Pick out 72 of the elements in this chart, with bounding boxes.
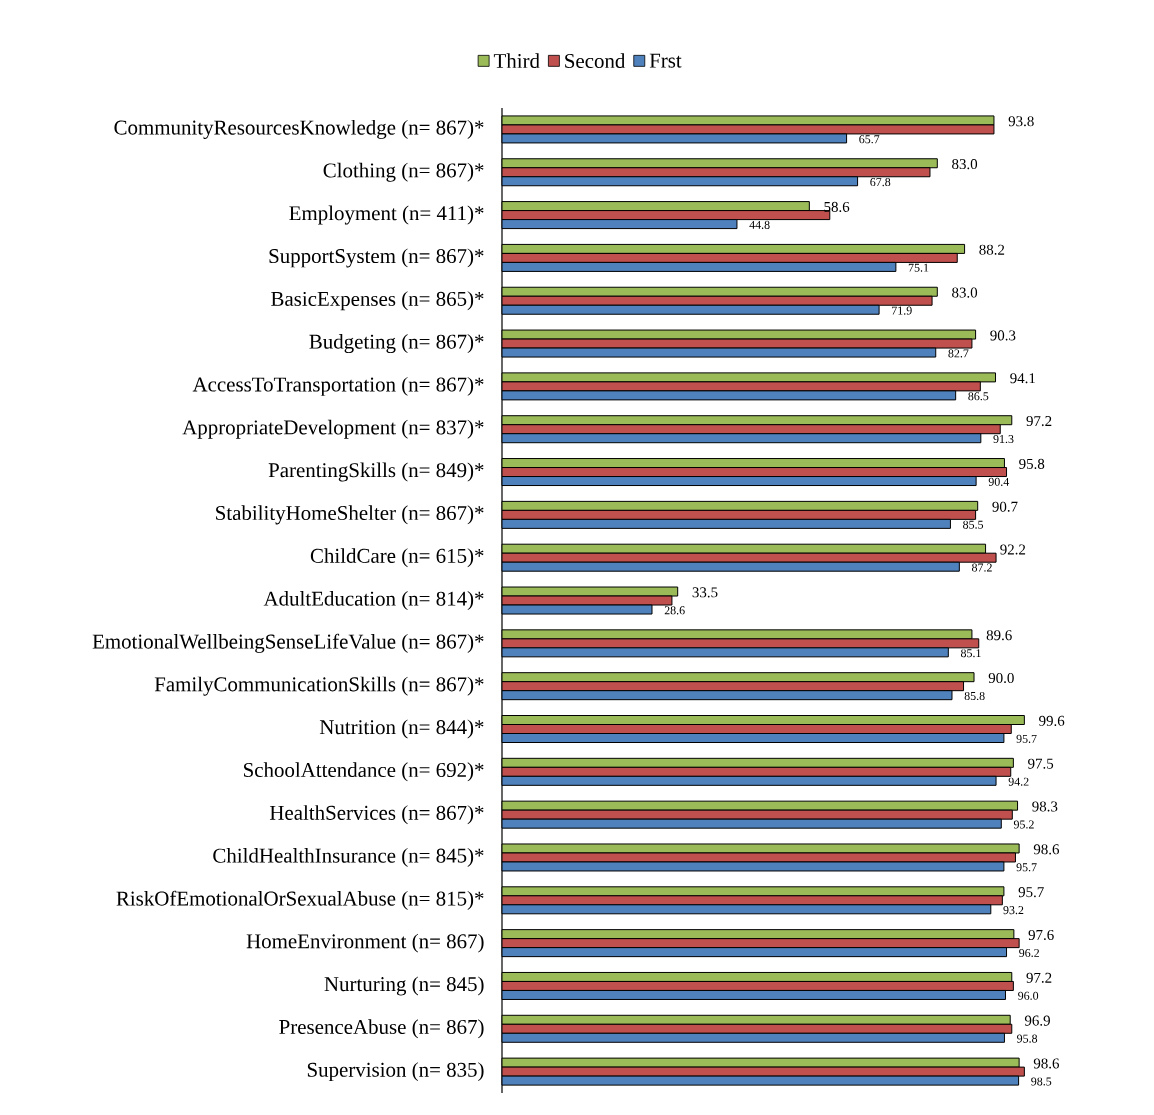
y-tick-label: CommunityResourcesKnowledge (n= 867)* xyxy=(114,119,484,139)
data-label: 98.6 xyxy=(1033,1058,1060,1069)
legend-label: Third xyxy=(493,53,540,69)
data-label: 94.2 xyxy=(1008,777,1029,786)
data-label: 58.6 xyxy=(824,201,850,213)
y-tick-label: SchoolAttendance (n= 692)* xyxy=(244,762,484,782)
y-tick-label: AdultEducation (n= 814)* xyxy=(263,591,484,610)
data-label: 67.8 xyxy=(870,178,891,187)
data-label: 93.2 xyxy=(1003,906,1024,915)
y-tick-label: Nurturing (n= 845) xyxy=(324,976,484,996)
data-label: 86.5 xyxy=(968,392,989,401)
data-label: 97.6 xyxy=(1028,929,1054,941)
data-label: 82.7 xyxy=(948,349,969,358)
y-tick-label: ChildHealthInsurance (n= 845)* xyxy=(213,847,484,867)
data-label: 28.6 xyxy=(664,606,685,615)
legend-label: Second xyxy=(565,53,626,69)
data-label: 99.6 xyxy=(1039,715,1065,726)
data-label: 85.5 xyxy=(963,520,984,529)
y-tick-label: Supervision (n= 835) xyxy=(307,1062,484,1082)
data-label: 96.0 xyxy=(1018,991,1039,1000)
data-label: 89.6 xyxy=(986,630,1012,641)
y-tick-label: BasicExpenses (n= 865)* xyxy=(271,291,484,311)
y-tick-label: AppropriateDevelopment (n= 837)* xyxy=(182,419,484,439)
data-label: 95.8 xyxy=(1017,1034,1038,1043)
data-label: 98.3 xyxy=(1032,801,1058,812)
data-label: 90.7 xyxy=(992,501,1018,512)
data-label: 97.2 xyxy=(1026,416,1052,427)
data-label: 94.1 xyxy=(1010,373,1035,384)
data-label: 97.5 xyxy=(1028,758,1054,769)
data-label: 85.1 xyxy=(960,649,981,658)
data-label: 33.5 xyxy=(692,587,718,598)
data-label: 83.0 xyxy=(952,159,978,170)
data-label: 93.8 xyxy=(1008,116,1034,127)
y-tick-label: FamilyCommunicationSkills (n= 867)* xyxy=(154,676,484,696)
data-label: 88.2 xyxy=(979,244,1005,255)
y-tick-label: HomeEnvironment (n= 867) xyxy=(246,933,484,953)
data-label: 96.2 xyxy=(1019,948,1039,958)
y-tick-label: RiskOfEmotionalOrSexualAbuse (n= 815)* xyxy=(116,890,484,910)
y-tick-label: ChildCare (n= 615)* xyxy=(310,548,484,568)
data-label: 95.7 xyxy=(1016,863,1037,872)
legend-label: Frst xyxy=(649,53,682,68)
y-tick-label: SupportSystem (n= 867)* xyxy=(269,248,484,268)
y-tick-label: HealthServices (n= 867)* xyxy=(269,805,484,825)
data-label: 65.7 xyxy=(859,135,880,144)
data-label: 87.2 xyxy=(971,563,992,572)
data-label: 95.8 xyxy=(1019,458,1045,469)
y-tick-label: PresenceAbuse (n= 867) xyxy=(279,1019,484,1039)
data-label: 95.7 xyxy=(1018,887,1044,898)
data-label: 44.8 xyxy=(749,220,770,229)
data-label: 91.3 xyxy=(993,435,1014,444)
data-label: 71.9 xyxy=(892,306,912,315)
data-label: 98.5 xyxy=(1031,1077,1052,1086)
y-tick-label: Budgeting (n= 867)* xyxy=(309,334,484,354)
data-label: 92.2 xyxy=(1000,544,1026,555)
y-tick-label: Clothing (n= 867)* xyxy=(323,162,484,182)
y-tick-label: Employment (n= 411)* xyxy=(289,205,484,225)
y-tick-label: Nutrition (n= 844)* xyxy=(319,719,484,739)
data-label: 95.2 xyxy=(1013,820,1034,829)
data-label: 97.2 xyxy=(1026,972,1052,983)
y-tick-label: EmotionalWellbeingSenseLifeValue (n= 867)* xyxy=(92,633,484,653)
data-label: 90.0 xyxy=(988,672,1014,684)
y-tick-label: ParentingSkills (n= 849)* xyxy=(268,462,484,482)
data-label: 85.8 xyxy=(964,691,985,701)
y-tick-label: StabilityHomeShelter (n= 867)* xyxy=(216,505,484,525)
data-label: 96.9 xyxy=(1024,1015,1050,1026)
data-label: 90.3 xyxy=(990,330,1016,341)
data-label: 98.6 xyxy=(1033,844,1060,855)
data-label: 83.0 xyxy=(952,287,978,298)
data-label: 95.7 xyxy=(1016,734,1037,743)
data-label: 75.1 xyxy=(908,263,929,272)
y-tick-label: AccessToTransportation (n= 867)* xyxy=(192,376,484,396)
data-label: 90.4 xyxy=(988,477,1010,486)
